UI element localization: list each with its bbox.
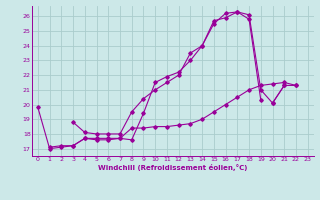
X-axis label: Windchill (Refroidissement éolien,°C): Windchill (Refroidissement éolien,°C) [98, 164, 247, 171]
